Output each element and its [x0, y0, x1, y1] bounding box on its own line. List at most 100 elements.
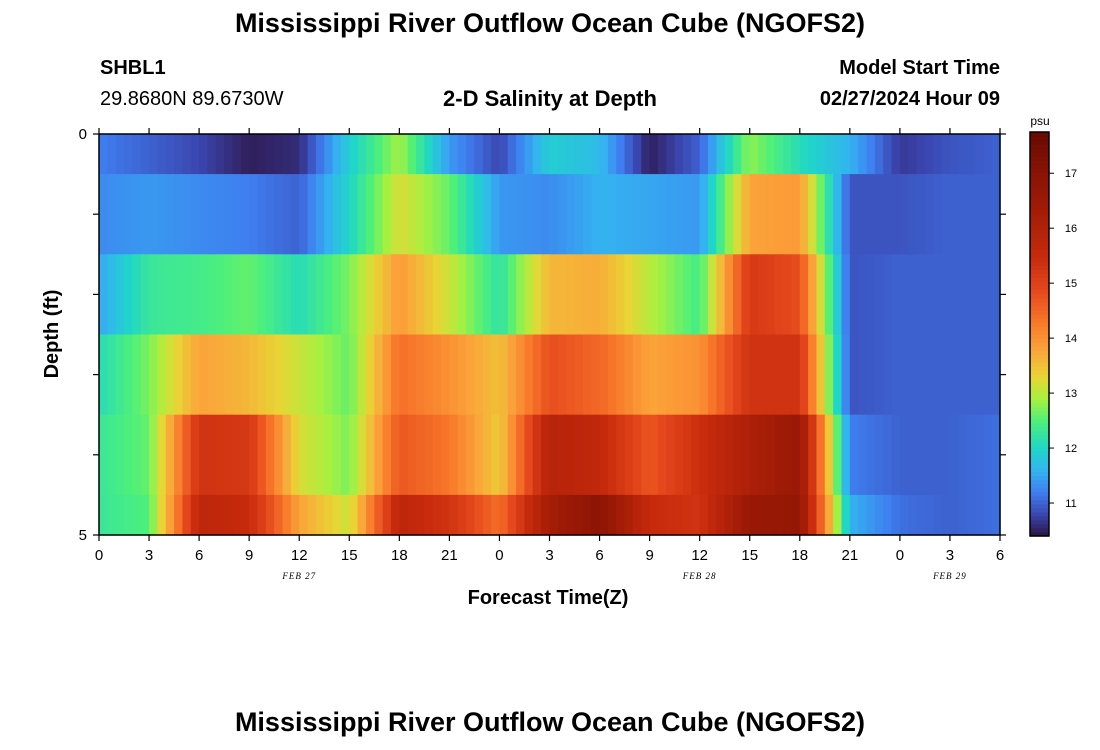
heatmap-cell [933, 254, 943, 336]
heatmap-cell [357, 254, 367, 336]
colorbar-segment [1030, 172, 1049, 178]
heatmap-cell [541, 494, 551, 536]
x-tick-label: 15 [741, 547, 758, 564]
x-tick-label: 12 [291, 547, 308, 564]
heatmap-cell [883, 414, 893, 496]
heatmap-cell [833, 494, 843, 536]
heatmap-cell [582, 494, 592, 536]
heatmap-cell [849, 334, 859, 416]
heatmap-cell [416, 134, 425, 175]
heatmap-cell [449, 494, 459, 536]
heatmap-cell [407, 174, 417, 255]
x-axis-label: Forecast Time(Z) [468, 587, 629, 609]
heatmap-cell [315, 254, 325, 336]
colorbar-segment [1030, 228, 1049, 234]
heatmap-cell [474, 174, 484, 255]
heatmap-cell [958, 414, 968, 496]
heatmap-cell [382, 254, 392, 336]
heatmap-cell [215, 494, 225, 536]
heatmap-cell [274, 334, 284, 416]
heatmap-cell [866, 334, 876, 416]
heatmap-cell [691, 494, 701, 536]
colorbar-segment [1030, 334, 1049, 339]
heatmap-cell [991, 174, 1001, 255]
heatmap-cell [257, 254, 267, 336]
heatmap-cell [599, 334, 609, 416]
heatmap-cell [624, 174, 634, 255]
colorbar-segment [1030, 305, 1049, 311]
heatmap-cell [941, 334, 951, 416]
heatmap-cell [416, 414, 425, 496]
heatmap-cell [749, 174, 759, 255]
heatmap-cell [482, 254, 492, 336]
heatmap-cell [190, 494, 200, 536]
heatmap-cell [624, 414, 634, 496]
heatmap-cell [290, 414, 300, 496]
heatmap-cell [499, 414, 509, 496]
heatmap-cell [265, 334, 275, 416]
heatmap-cell [749, 494, 759, 536]
heatmap-cell [149, 334, 158, 416]
heatmap-cell [365, 174, 375, 255]
heatmap-cell [599, 254, 609, 336]
heatmap-cell [666, 134, 676, 175]
colorbar-segment [1030, 224, 1049, 230]
colorbar-segment [1030, 249, 1049, 254]
heatmap-cell [499, 334, 509, 416]
heatmap-cell [99, 134, 108, 175]
heatmap-cell [224, 334, 234, 416]
heatmap-cell [307, 134, 317, 175]
heatmap-cell [733, 134, 742, 175]
heatmap-cell [307, 334, 317, 416]
heatmap-cell [691, 334, 701, 416]
heatmap-cell [824, 494, 834, 536]
heatmap-cell [124, 414, 133, 496]
colorbar-segment [1030, 245, 1049, 250]
heatmap-cell [674, 334, 684, 416]
heatmap-cell [132, 334, 142, 416]
heatmap-cell [99, 174, 108, 255]
heatmap-cell [958, 134, 968, 175]
heatmap-cell [407, 254, 417, 336]
heatmap-cell [407, 414, 417, 496]
heatmap-cell [699, 414, 709, 496]
colorbar-segment [1030, 168, 1049, 173]
heatmap-cell [149, 254, 158, 336]
heatmap-cell [816, 174, 826, 255]
heatmap-cell [182, 254, 192, 336]
heatmap-cell [966, 414, 976, 496]
colorbar-tick-label: 17 [1065, 168, 1077, 180]
heatmap-cell [916, 414, 926, 496]
heatmap-cell [374, 494, 384, 536]
heatmap-cell [774, 414, 784, 496]
heatmap-cell [758, 334, 767, 416]
heatmap-cell [132, 254, 142, 336]
heatmap-cell [340, 174, 350, 255]
heatmap-cell [532, 334, 542, 416]
heatmap-cell [724, 254, 734, 336]
heatmap-cell [766, 414, 776, 496]
heatmap-cell [699, 174, 709, 255]
heatmap-cell [457, 254, 467, 336]
heatmap-cell [816, 254, 826, 336]
colorbar-segment [1030, 435, 1049, 440]
heatmap-cell [966, 174, 976, 255]
heatmap-cell [249, 254, 259, 336]
heatmap-cell [566, 174, 576, 255]
colorbar-segment [1030, 459, 1049, 464]
heatmap-cell [407, 494, 417, 536]
heatmap-cell [474, 414, 484, 496]
heatmap-cell [99, 494, 108, 536]
heatmap-cell [324, 494, 334, 536]
heatmap-cell [507, 174, 517, 255]
heatmap-cell [115, 174, 125, 255]
model-start-label: Model Start Time [839, 57, 1000, 79]
heatmap-cell [274, 494, 284, 536]
heatmap-cell [916, 134, 926, 175]
heatmap-cell [974, 414, 984, 496]
colorbar-segment [1030, 289, 1049, 295]
heatmap-cell [933, 494, 943, 536]
heatmap-cell [390, 174, 400, 255]
heatmap-cell [349, 254, 359, 336]
heatmap-cell [591, 334, 601, 416]
